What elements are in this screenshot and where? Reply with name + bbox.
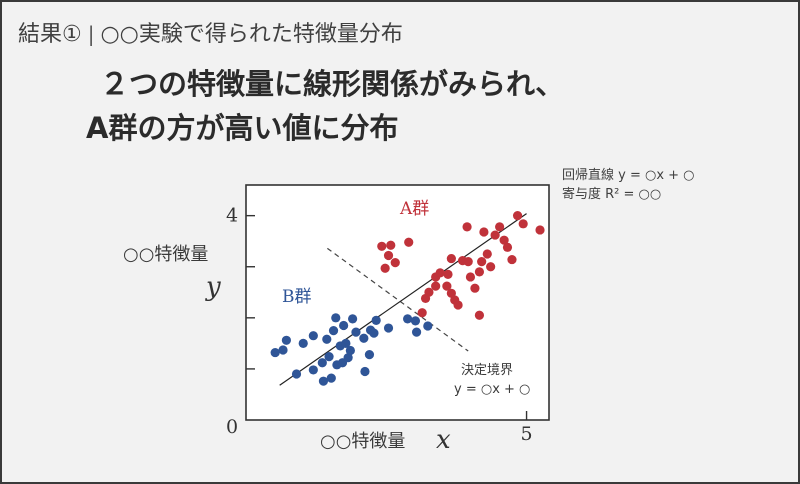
header-separator: |	[87, 22, 95, 46]
point-a-20	[462, 222, 472, 232]
point-a-16	[453, 300, 463, 310]
point-a-4	[404, 237, 414, 247]
group-label-a: A群	[399, 199, 429, 219]
point-b-30	[411, 327, 422, 337]
boundary-label-title: 決定境界	[461, 363, 513, 378]
point-a-33	[518, 219, 528, 229]
point-a-10	[431, 281, 441, 291]
regression-note: 回帰直線 y = ○x + ○ 寄与度 R² = ○○	[562, 166, 695, 204]
point-a-2	[383, 250, 394, 261]
point-b-1	[278, 345, 288, 355]
point-b-9	[322, 334, 332, 344]
point-a-1	[386, 240, 396, 250]
point-b-12	[328, 325, 339, 336]
point-a-11	[443, 269, 453, 280]
point-b-6	[308, 331, 318, 341]
point-a-5	[390, 258, 400, 268]
point-b-8	[318, 376, 329, 386]
point-b-17	[339, 320, 349, 331]
point-b-3	[291, 369, 302, 379]
point-b-28	[403, 314, 413, 324]
point-b-5	[308, 365, 318, 375]
point-b-29	[410, 316, 421, 326]
point-a-23	[477, 257, 487, 267]
point-b-22	[351, 327, 361, 337]
point-b-21	[348, 314, 358, 324]
point-a-27	[490, 230, 500, 240]
point-b-18	[341, 338, 351, 348]
point-a-21	[470, 283, 480, 293]
point-a-12	[442, 281, 452, 291]
origin-label: 0	[226, 416, 238, 438]
point-b-7	[317, 358, 327, 368]
header-title: ○○実験で得られた特徴量分布	[100, 22, 403, 47]
group-label-b: B群	[282, 287, 312, 307]
point-b-23	[359, 333, 369, 343]
y-axis-variable: y	[205, 272, 221, 302]
point-a-34	[535, 225, 545, 235]
regression-equation: 回帰直線 y = ○x + ○	[562, 168, 695, 183]
decision-boundary-line	[327, 247, 469, 352]
slide-header: 結果① | ○○実験で得られた特徴量分布	[18, 16, 403, 48]
point-a-9	[435, 268, 445, 278]
point-a-22	[474, 267, 485, 277]
point-b-4	[298, 338, 308, 348]
headline-line-1: ２つの特徴量に線形関係がみられ、	[100, 67, 565, 101]
point-a-30	[502, 242, 513, 252]
headline-line-2: A群の方が高い値に分布	[86, 111, 399, 145]
point-b-20	[345, 345, 355, 356]
y-axis-label: ○○特徴量	[123, 244, 208, 265]
point-a-35	[474, 310, 485, 320]
headline: ２つの特徴量に線形関係がみられ、 A群の方が高い値に分布	[86, 62, 565, 150]
point-a-24	[479, 227, 489, 237]
point-a-18	[463, 257, 473, 267]
point-b-0	[270, 347, 280, 358]
point-b-11	[326, 373, 336, 383]
point-b-31	[423, 321, 433, 331]
point-a-36	[417, 308, 427, 318]
boundary-label-equation: y = ○x + ○	[454, 382, 530, 397]
point-b-25	[369, 328, 379, 338]
x-tick-label-5: 5	[521, 423, 533, 445]
point-b-10	[324, 352, 334, 362]
point-b-26	[371, 315, 381, 325]
point-b-33	[364, 350, 375, 360]
point-a-26	[486, 262, 496, 272]
point-a-7	[424, 287, 434, 297]
point-a-25	[482, 249, 492, 259]
y-tick-label-4: 4	[226, 205, 238, 227]
point-b-2	[281, 335, 291, 345]
point-a-14	[446, 253, 456, 264]
point-b-19	[343, 353, 353, 363]
point-b-32	[360, 366, 370, 377]
point-a-28	[495, 222, 505, 232]
point-b-27	[383, 323, 394, 333]
x-axis-variable: x	[436, 425, 451, 455]
point-b-13	[331, 313, 341, 323]
header-prefix: 結果①	[18, 22, 82, 47]
point-a-3	[380, 263, 390, 273]
x-axis-label: ○○特徴量	[320, 431, 405, 452]
point-a-19	[465, 272, 476, 282]
regression-line	[279, 213, 527, 386]
point-a-0	[377, 241, 387, 251]
r-squared: 寄与度 R² = ○○	[562, 187, 662, 202]
point-a-32	[512, 211, 523, 221]
point-a-29	[499, 235, 509, 245]
point-a-31	[507, 254, 517, 265]
